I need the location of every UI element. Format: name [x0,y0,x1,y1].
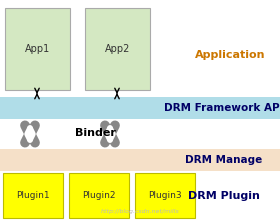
Text: Plugin1: Plugin1 [16,191,50,200]
Text: DRM Framework AP: DRM Framework AP [164,103,280,113]
Bar [85,8,150,90]
Text: DRM Manage: DRM Manage [185,155,263,165]
Text: Binder: Binder [74,128,115,138]
Text: Plugin3: Plugin3 [148,191,182,200]
Bar [69,173,129,218]
Text: App1: App1 [25,44,50,54]
Text: App2: App2 [105,44,130,54]
Bar [3,173,63,218]
Bar [0,97,280,119]
Text: http://blog.csdn.net/mills: http://blog.csdn.net/mills [101,209,179,214]
Bar [5,8,70,90]
Text: DRM Plugin: DRM Plugin [188,191,260,201]
Text: Plugin2: Plugin2 [82,191,116,200]
Text: Application: Application [195,50,265,60]
Bar [0,149,280,171]
Bar [135,173,195,218]
